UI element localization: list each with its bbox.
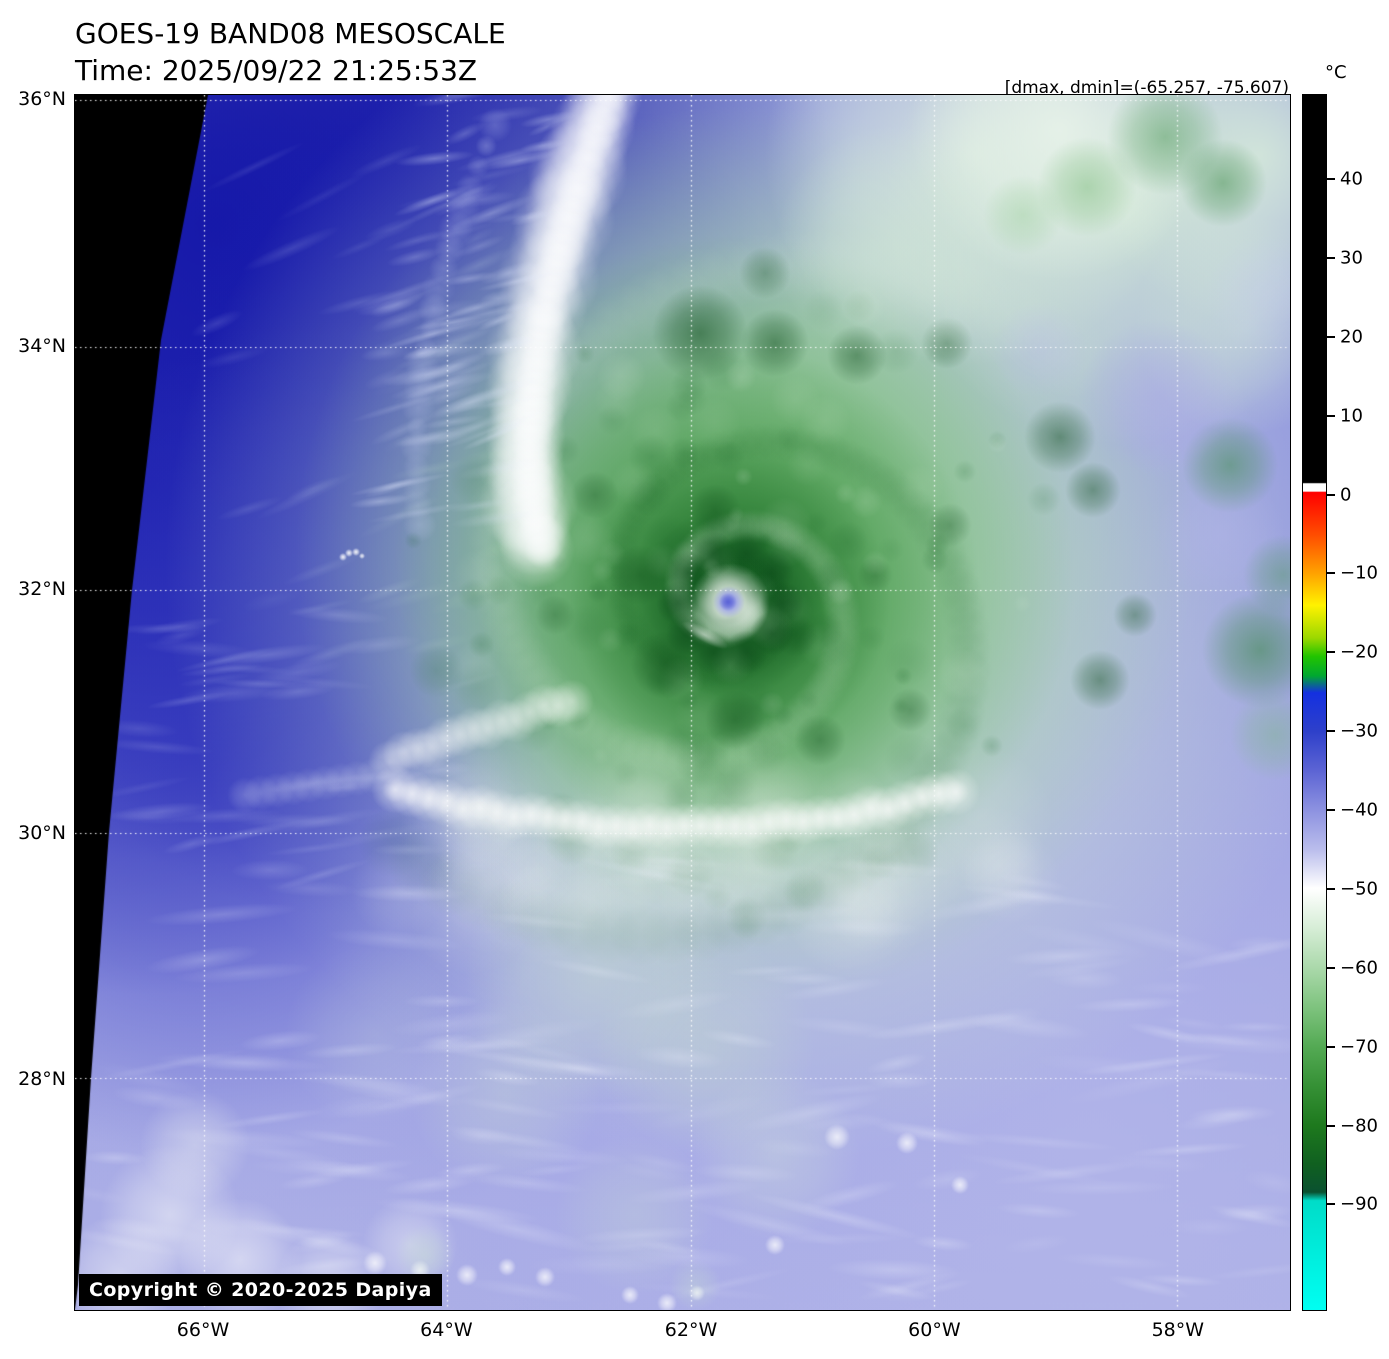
lat-tick-label: 36°N (18, 87, 66, 110)
lon-tick-label: 60°W (908, 1319, 961, 1341)
colorbar-tick-label: 20 (1340, 326, 1363, 348)
colorbar-tick-mark (1327, 257, 1335, 260)
figure-title: GOES-19 BAND08 MESOSCALE (75, 17, 506, 50)
colorbar-tick-label: −70 (1340, 1036, 1378, 1058)
colorbar-tick-mark (1327, 335, 1335, 338)
colorbar-tick-label: −20 (1340, 641, 1378, 663)
colorbar-tick-mark (1327, 178, 1335, 181)
colorbar (1302, 94, 1327, 1311)
satellite-imagery-canvas (75, 95, 1290, 1310)
colorbar-tick-label: 0 (1340, 484, 1352, 506)
colorbar-tick-mark (1327, 809, 1335, 812)
figure-timestamp: Time: 2025/09/22 21:25:53Z (75, 53, 478, 87)
map-plot-area: Copyright © 2020-2025 Dapiya (74, 94, 1291, 1311)
lat-tick-label: 28°N (18, 1067, 66, 1090)
lon-tick-label: 64°W (420, 1319, 473, 1341)
colorbar-tick-mark (1327, 414, 1335, 417)
colorbar-tick-mark (1327, 651, 1335, 654)
colorbar-tick-mark (1327, 966, 1335, 969)
colorbar-unit-label: °C (1325, 62, 1347, 83)
colorbar-tick-mark (1327, 730, 1335, 733)
colorbar-tick-mark (1327, 1045, 1335, 1048)
lon-tick-label: 66°W (176, 1319, 230, 1341)
title-block: GOES-19 BAND08 MESOSCALE Time: 2025/09/2… (75, 16, 506, 90)
dmax-dmin-readout: [dmax, dmin]=(-65.257, -75.607) (1004, 77, 1289, 98)
copyright-badge: Copyright © 2020-2025 Dapiya (79, 1274, 442, 1306)
colorbar-tick-label: −40 (1340, 799, 1378, 821)
lat-tick-label: 34°N (18, 334, 66, 357)
colorbar-tick-label: −30 (1340, 720, 1378, 742)
colorbar-tick-label: −60 (1340, 957, 1378, 979)
colorbar-tick-mark (1327, 887, 1335, 890)
colorbar-tick-mark (1327, 572, 1335, 575)
colorbar-tick-mark (1327, 493, 1335, 496)
colorbar-tick-label: 30 (1340, 247, 1363, 269)
colorbar-tick-label: −90 (1340, 1193, 1378, 1215)
lon-tick-label: 58°W (1151, 1319, 1205, 1341)
colorbar-tick-mark (1327, 1203, 1335, 1206)
lat-tick-label: 30°N (18, 821, 66, 844)
colorbar-tick-label: −80 (1340, 1115, 1378, 1137)
colorbar-tick-label: 10 (1340, 405, 1363, 427)
colorbar-tick-mark (1327, 1124, 1335, 1127)
colorbar-tick-label: 40 (1340, 168, 1363, 190)
lat-tick-label: 32°N (18, 578, 66, 601)
colorbar-tick-label: −50 (1340, 878, 1378, 900)
colorbar-tick-label: −10 (1340, 562, 1378, 584)
lon-tick-label: 62°W (664, 1319, 718, 1341)
